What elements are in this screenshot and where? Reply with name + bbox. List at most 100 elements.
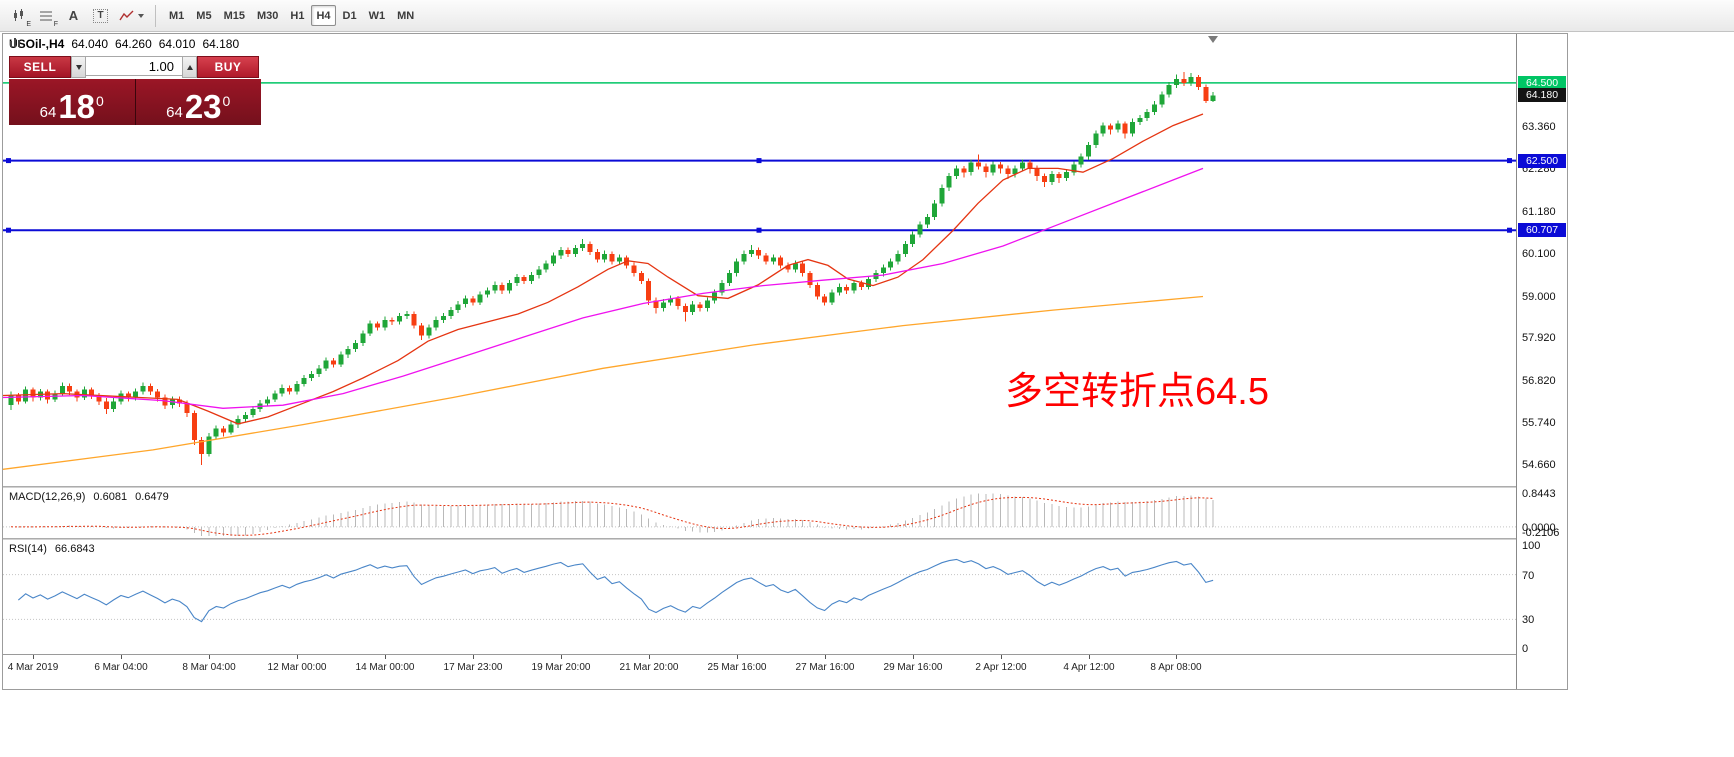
time-axis[interactable]: 4 Mar 2019 6 Mar 04:00 8 Mar 04:00 12 Mar 0… xyxy=(3,655,1567,689)
hline-handle[interactable] xyxy=(1507,227,1512,233)
time-axis-label: 6 Mar 04:00 xyxy=(94,662,148,673)
sell-button[interactable]: SELL xyxy=(9,56,71,78)
macd-histogram xyxy=(17,493,1214,536)
volume-decrease-button[interactable] xyxy=(71,56,86,78)
time-tick xyxy=(1001,655,1002,659)
hline-handle[interactable] xyxy=(1507,158,1512,164)
indicators-icon xyxy=(118,10,133,20)
macd-value-signal: 0.6479 xyxy=(135,491,169,503)
time-axis-label: 25 Mar 16:00 xyxy=(707,662,767,673)
ma-slow-orange xyxy=(3,295,1204,470)
macd-value-main: 0.6081 xyxy=(93,491,128,503)
macd-axis-label: -0.2106 xyxy=(1522,527,1560,539)
rsi-axis-label: 100 xyxy=(1522,540,1541,552)
hline-handle[interactable] xyxy=(6,227,11,233)
tf-button-h1[interactable]: H1 xyxy=(285,5,309,26)
tf-button-h4[interactable]: H4 xyxy=(311,5,336,26)
volume-input[interactable] xyxy=(86,56,182,76)
chart-objects-button[interactable]: E xyxy=(6,4,33,28)
sell-price-pips: 18 xyxy=(58,87,96,125)
time-tick xyxy=(121,655,122,659)
current-price-badge: 64.180 xyxy=(1518,88,1566,102)
price-level-badge: 64.500 xyxy=(1518,76,1566,90)
toolbar-separator xyxy=(155,4,156,27)
dropdown-caret-icon xyxy=(137,13,144,18)
icon-sub-label: E xyxy=(26,20,31,28)
time-axis-label: 17 Mar 23:00 xyxy=(443,662,503,673)
pane-separator xyxy=(3,654,1567,655)
time-axis-label: 2 Apr 12:00 xyxy=(975,662,1027,673)
candlestick-chart-icon xyxy=(14,8,23,21)
macd-name: MACD(12,26,9) xyxy=(9,491,86,503)
time-tick xyxy=(209,655,210,659)
buy-price-whole: 64 xyxy=(166,104,183,121)
tf-button-d1[interactable]: D1 xyxy=(338,5,362,26)
price-tick-label: 59.000 xyxy=(1522,291,1556,303)
rsi-pane[interactable]: RSI(14) 66.6843 xyxy=(3,540,1516,654)
time-tick xyxy=(297,655,298,659)
price-axis[interactable]: 63.360 62.280 61.180 60.100 59.000 57.920 56.8… xyxy=(1516,34,1567,689)
hline-handle[interactable] xyxy=(756,158,762,164)
buy-price-pips: 23 xyxy=(184,87,222,125)
tf-button-m1[interactable]: M1 xyxy=(164,5,189,26)
pane-separator[interactable] xyxy=(3,486,1567,488)
macd-signal-line xyxy=(10,496,1214,536)
text-label-icon: A xyxy=(68,8,79,23)
symbol-title: USOil-,H4 xyxy=(9,37,65,51)
levels-button[interactable]: F xyxy=(33,4,60,28)
sell-price-pipette: 0 xyxy=(96,93,104,109)
triangle-up-icon xyxy=(186,64,193,70)
indicators-button[interactable] xyxy=(114,4,148,28)
time-axis-label: 27 Mar 16:00 xyxy=(795,662,855,673)
icon-sub-label: F xyxy=(53,20,58,28)
triangle-down-icon xyxy=(75,64,82,70)
price-tick-label: 61.180 xyxy=(1522,206,1556,218)
chart-shift-marker[interactable] xyxy=(1208,36,1218,43)
ma-mid-magenta xyxy=(3,167,1204,409)
macd-canvas xyxy=(3,493,1516,536)
buy-button[interactable]: BUY xyxy=(197,56,259,78)
hline-handle[interactable] xyxy=(6,158,11,164)
price-tick-label: 54.660 xyxy=(1522,459,1556,471)
macd-label: MACD(12,26,9) 0.6081 0.6479 xyxy=(9,491,169,503)
chart-window: USOil-,H4 64.040 64.260 64.010 64.180 SE… xyxy=(2,33,1568,690)
ma-fast-red xyxy=(3,113,1204,425)
time-axis-label: 14 Mar 00:00 xyxy=(355,662,415,673)
sell-price-display[interactable]: 64 18 0 xyxy=(9,79,135,125)
sell-price-whole: 64 xyxy=(39,104,57,121)
rsi-value: 66.6843 xyxy=(54,543,95,555)
macd-axis-label: 0.8443 xyxy=(1522,488,1556,500)
tf-button-m30[interactable]: M30 xyxy=(252,5,283,26)
macd-pane[interactable]: MACD(12,26,9) 0.6081 0.6479 xyxy=(3,488,1516,538)
buy-price-display[interactable]: 64 23 0 xyxy=(135,79,261,125)
rsi-label: RSI(14) 66.6843 xyxy=(9,543,95,555)
tf-button-m5[interactable]: M5 xyxy=(191,5,216,26)
quote-low: 64.010 xyxy=(158,37,196,51)
time-tick xyxy=(385,655,386,659)
toolbar: E F A T M1 M5 M15 M30 H1 H4 D1 W1 MN xyxy=(0,0,1734,32)
main-chart-pane[interactable]: USOil-,H4 64.040 64.260 64.010 64.180 SE… xyxy=(3,34,1516,486)
time-tick xyxy=(913,655,914,659)
rsi-axis-label: 30 xyxy=(1522,614,1535,626)
pane-separator[interactable] xyxy=(3,538,1567,540)
hline-handle[interactable] xyxy=(756,227,762,233)
text-box-button[interactable]: T xyxy=(87,4,114,28)
time-tick xyxy=(1176,655,1177,659)
time-tick xyxy=(1089,655,1090,659)
price-tick-label: 56.820 xyxy=(1522,375,1556,387)
quote-high: 64.260 xyxy=(115,37,152,51)
rsi-name: RSI(14) xyxy=(9,543,47,555)
tf-button-m15[interactable]: M15 xyxy=(219,5,250,26)
volume-increase-button[interactable] xyxy=(182,56,197,78)
time-tick xyxy=(473,655,474,659)
time-axis-label: 21 Mar 20:00 xyxy=(619,662,679,673)
quote-header: USOil-,H4 64.040 64.260 64.010 64.180 xyxy=(9,37,239,51)
quote-close: 64.180 xyxy=(202,37,240,51)
time-tick xyxy=(649,655,650,659)
time-axis-label: 4 Apr 12:00 xyxy=(1063,662,1115,673)
text-label-button[interactable]: A xyxy=(60,4,87,28)
tf-button-mn[interactable]: MN xyxy=(392,5,419,26)
price-tick-label: 57.920 xyxy=(1522,332,1556,344)
tf-button-w1[interactable]: W1 xyxy=(364,5,391,26)
quote-open: 64.040 xyxy=(71,37,109,51)
